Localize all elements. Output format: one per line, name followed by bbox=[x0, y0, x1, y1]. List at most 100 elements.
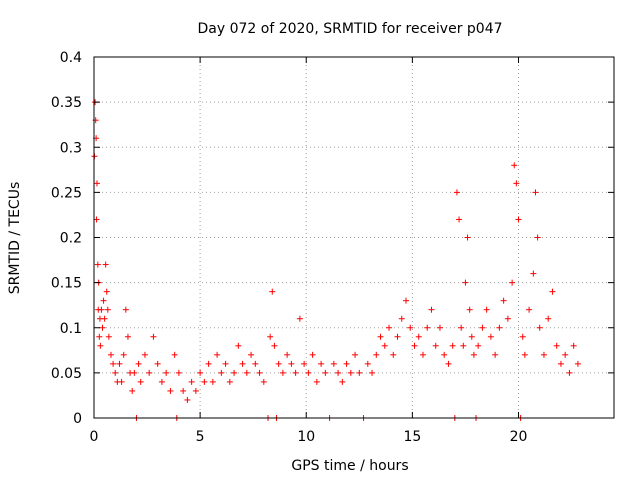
data-point bbox=[479, 324, 486, 331]
data-point bbox=[180, 387, 187, 394]
y-tick-label: 0.3 bbox=[60, 140, 82, 156]
data-point bbox=[218, 369, 225, 376]
data-point bbox=[566, 369, 573, 376]
data-point bbox=[464, 234, 471, 241]
y-tick-label: 0.2 bbox=[60, 231, 82, 247]
data-point bbox=[356, 369, 363, 376]
data-point bbox=[184, 396, 191, 403]
data-point bbox=[407, 324, 414, 331]
data-point bbox=[445, 360, 452, 367]
data-point bbox=[449, 342, 456, 349]
data-point bbox=[107, 351, 114, 358]
y-tick-label: 0.35 bbox=[51, 95, 82, 111]
data-point bbox=[549, 288, 556, 295]
data-point bbox=[530, 270, 537, 277]
data-point bbox=[540, 351, 547, 358]
y-axis-label: SRMTID / TECUs bbox=[7, 182, 23, 295]
data-point bbox=[141, 351, 148, 358]
data-point bbox=[252, 360, 259, 367]
data-point bbox=[188, 378, 195, 385]
data-point bbox=[158, 378, 165, 385]
data-point bbox=[352, 351, 359, 358]
data-point bbox=[131, 369, 138, 376]
data-point bbox=[496, 324, 503, 331]
data-point bbox=[137, 378, 144, 385]
data-point bbox=[562, 351, 569, 358]
data-point bbox=[93, 180, 100, 187]
data-point bbox=[432, 342, 439, 349]
data-point bbox=[521, 351, 528, 358]
data-point bbox=[381, 342, 388, 349]
data-point bbox=[269, 288, 276, 295]
data-point bbox=[403, 297, 409, 304]
data-point bbox=[248, 351, 255, 358]
data-point bbox=[570, 342, 577, 349]
data-point bbox=[103, 288, 110, 295]
data-point bbox=[343, 360, 350, 367]
y-tick-label: 0 bbox=[73, 411, 82, 427]
data-point bbox=[411, 342, 418, 349]
data-point bbox=[460, 342, 467, 349]
data-point bbox=[222, 360, 229, 367]
data-point bbox=[292, 369, 299, 376]
data-point bbox=[470, 351, 477, 358]
data-point bbox=[335, 369, 342, 376]
data-point bbox=[468, 333, 475, 340]
data-point bbox=[513, 180, 520, 187]
x-tick-label: 15 bbox=[403, 429, 421, 445]
data-point bbox=[214, 351, 221, 358]
y-tick-label: 0.4 bbox=[60, 50, 82, 66]
data-point bbox=[97, 342, 104, 349]
data-point bbox=[93, 216, 100, 223]
data-point bbox=[96, 333, 103, 340]
x-axis-label: GPS time / hours bbox=[291, 458, 408, 474]
x-tick-label: 5 bbox=[196, 429, 205, 445]
data-point bbox=[373, 351, 380, 358]
data-point bbox=[205, 360, 212, 367]
data-point bbox=[515, 216, 522, 223]
data-point bbox=[428, 306, 435, 313]
data-point bbox=[534, 234, 541, 241]
data-point bbox=[256, 369, 263, 376]
data-point bbox=[511, 162, 518, 169]
data-point bbox=[209, 378, 216, 385]
data-point bbox=[99, 324, 106, 331]
data-point bbox=[394, 333, 401, 340]
data-point bbox=[339, 378, 346, 385]
data-point bbox=[466, 306, 473, 313]
data-point bbox=[492, 351, 499, 358]
data-point bbox=[462, 279, 469, 286]
y-tick-label: 0.15 bbox=[51, 276, 82, 292]
data-point bbox=[135, 360, 142, 367]
data-point bbox=[235, 342, 242, 349]
data-point bbox=[453, 189, 460, 196]
y-tick-label: 0.1 bbox=[60, 321, 82, 337]
data-point bbox=[116, 360, 123, 367]
data-point bbox=[124, 333, 131, 340]
data-point bbox=[129, 387, 136, 394]
data-point bbox=[118, 378, 125, 385]
data-point bbox=[553, 342, 560, 349]
data-point bbox=[483, 306, 490, 313]
data-point bbox=[322, 369, 329, 376]
data-point bbox=[100, 297, 107, 304]
data-point bbox=[504, 315, 511, 322]
data-point bbox=[415, 333, 422, 340]
y-tick-label: 0.25 bbox=[51, 185, 82, 201]
axis-tick-labels: 0 0.05 0.1 0.15 0.2 0.25 0.3 0.35 0.4 0 5 10 15 20 bbox=[51, 50, 528, 445]
data-point bbox=[364, 360, 371, 367]
axis-ticks bbox=[93, 56, 614, 419]
data-point bbox=[487, 333, 494, 340]
data-point bbox=[163, 369, 170, 376]
y-tick-label: 0.05 bbox=[51, 366, 82, 382]
data-point bbox=[150, 333, 157, 340]
data-point bbox=[154, 360, 161, 367]
data-point bbox=[574, 360, 581, 367]
data-point bbox=[419, 351, 426, 358]
data-points bbox=[91, 99, 581, 421]
chart-title: Day 072 of 2020, SRMTID for receiver p04… bbox=[197, 21, 502, 37]
data-point bbox=[175, 369, 182, 376]
data-point bbox=[201, 378, 208, 385]
data-point bbox=[456, 216, 463, 223]
